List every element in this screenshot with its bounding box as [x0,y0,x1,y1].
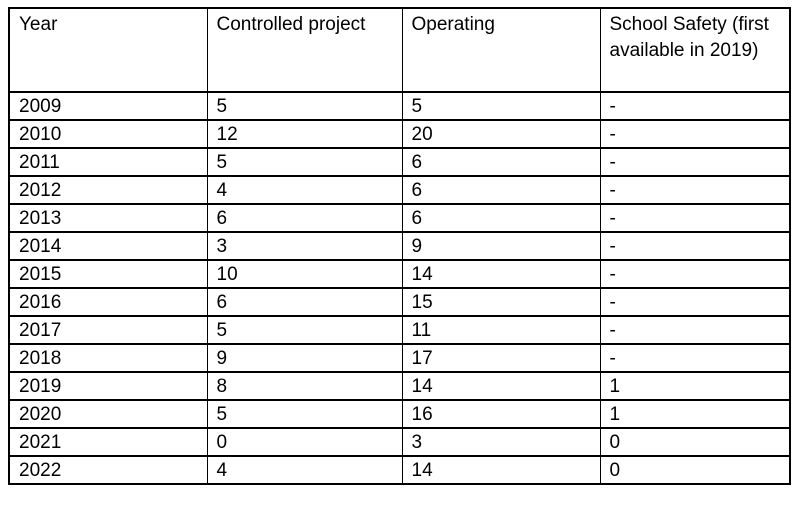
cell-controlled-project: 6 [206,203,403,233]
data-table: Year Controlled project Operating School… [8,7,791,485]
cell-operating: 11 [401,315,601,345]
cell-year: 2010 [8,119,208,149]
table-row: 2009 5 5- [8,91,791,121]
cell-school-safety: 0 [599,455,791,485]
column-header-operating: Operating [401,7,601,93]
table-row: 2013 6 6- [8,203,791,233]
column-header-year: Year [8,7,208,93]
cell-school-safety: 0 [599,427,791,457]
table-row: 2022 4 14 0 [8,455,791,485]
table-row: 2021 0 3 0 [8,427,791,457]
cell-controlled-project: 10 [206,259,403,289]
cell-school-safety: - [599,287,791,317]
cell-operating: 9 [401,231,601,261]
cell-year: 2011 [8,147,208,177]
cell-school-safety: - [599,315,791,345]
table-row: 2020 5 16 1 [8,399,791,429]
cell-school-safety: 1 [599,399,791,429]
cell-controlled-project: 0 [206,427,403,457]
cell-year: 2017 [8,315,208,345]
cell-year: 2009 [8,91,208,121]
cell-school-safety: - [599,119,791,149]
cell-school-safety: - [599,175,791,205]
cell-operating: 3 [401,427,601,457]
cell-controlled-project: 4 [206,455,403,485]
table-row: 2018 9 17- [8,343,791,373]
cell-school-safety: - [599,203,791,233]
table-row: 2014 3 9- [8,231,791,261]
table-body: 2009 5 5-2010 12 20-2011 5 6-2012 4 6-2013 6 6-201… [8,91,791,485]
cell-school-safety: - [599,91,791,121]
cell-operating: 20 [401,119,601,149]
cell-controlled-project: 3 [206,231,403,261]
table-row: 2016 6 15- [8,287,791,317]
cell-operating: 14 [401,371,601,401]
table-row: 2010 12 20- [8,119,791,149]
header-row: Year Controlled project Operating School… [8,7,791,93]
cell-year: 2012 [8,175,208,205]
table-row: 2011 5 6- [8,147,791,177]
cell-school-safety: 1 [599,371,791,401]
cell-operating: 6 [401,147,601,177]
cell-controlled-project: 8 [206,371,403,401]
cell-year: 2021 [8,427,208,457]
cell-controlled-project: 6 [206,287,403,317]
cell-operating: 17 [401,343,601,373]
cell-year: 2022 [8,455,208,485]
cell-operating: 14 [401,455,601,485]
cell-controlled-project: 5 [206,147,403,177]
cell-controlled-project: 5 [206,91,403,121]
cell-year: 2014 [8,231,208,261]
cell-year: 2016 [8,287,208,317]
column-header-controlled-project: Controlled project [206,7,403,93]
cell-year: 2019 [8,371,208,401]
cell-year: 2020 [8,399,208,429]
cell-controlled-project: 5 [206,315,403,345]
cell-year: 2018 [8,343,208,373]
cell-school-safety: - [599,259,791,289]
cell-operating: 16 [401,399,601,429]
cell-controlled-project: 5 [206,399,403,429]
cell-school-safety: - [599,343,791,373]
table-row: 2015 10 14- [8,259,791,289]
table-row: 2017 5 11- [8,315,791,345]
cell-operating: 5 [401,91,601,121]
table-header: Year Controlled project Operating School… [8,7,791,93]
cell-school-safety: - [599,147,791,177]
cell-year: 2013 [8,203,208,233]
cell-operating: 15 [401,287,601,317]
cell-operating: 6 [401,175,601,205]
table-row: 2012 4 6- [8,175,791,205]
cell-year: 2015 [8,259,208,289]
column-header-school-safety: School Safety (first available in 2019) [599,7,791,93]
cell-school-safety: - [599,231,791,261]
table-row: 2019 8 14 1 [8,371,791,401]
cell-controlled-project: 4 [206,175,403,205]
cell-operating: 6 [401,203,601,233]
cell-controlled-project: 9 [206,343,403,373]
cell-controlled-project: 12 [206,119,403,149]
cell-operating: 14 [401,259,601,289]
